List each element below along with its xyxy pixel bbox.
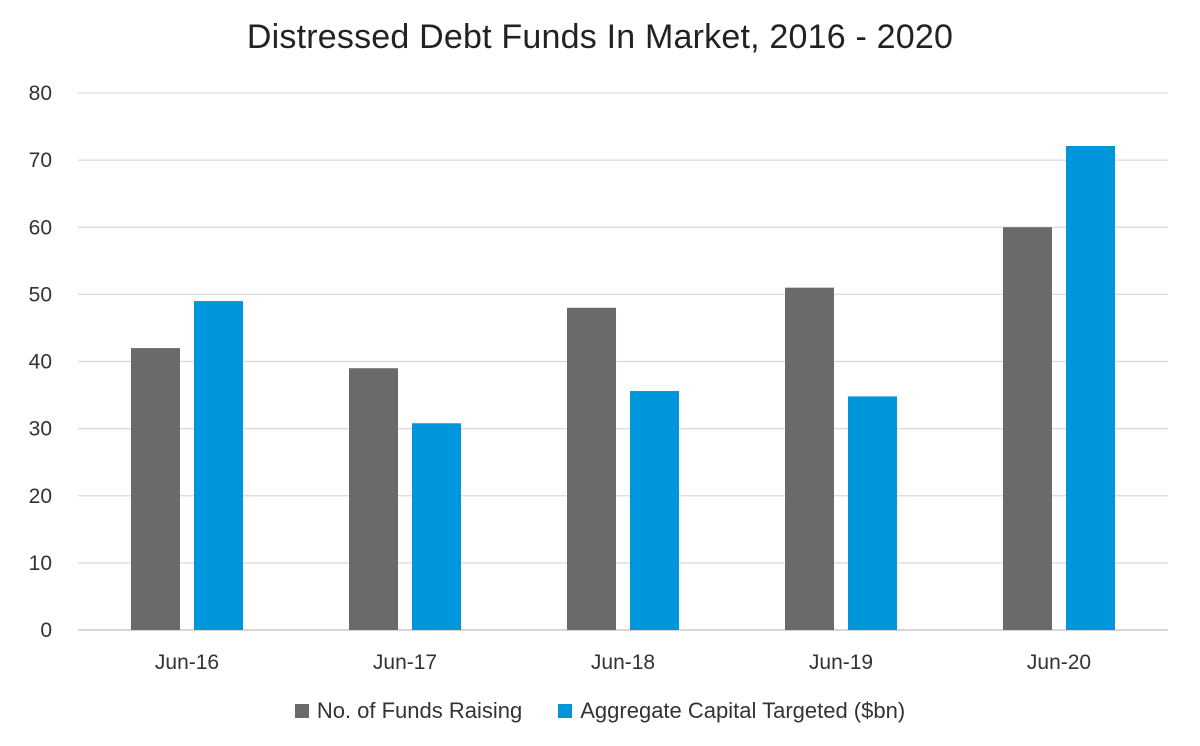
x-tick-label: Jun-16: [155, 651, 219, 674]
legend: No. of Funds Raising Aggregate Capital T…: [0, 698, 1200, 724]
legend-item-funds-raising: No. of Funds Raising: [294, 698, 523, 724]
bar-capital-targeted: [1066, 146, 1115, 630]
x-tick-label: Jun-18: [591, 651, 655, 674]
y-tick-label: 20: [29, 485, 52, 508]
legend-item-capital-targeted: Aggregate Capital Targeted ($bn): [558, 698, 905, 724]
bar-capital-targeted: [412, 423, 461, 630]
y-tick-label: 60: [29, 216, 52, 239]
bar-funds-raising: [567, 307, 616, 630]
gridlines: [78, 92, 1168, 631]
bar-capital-targeted: [848, 396, 897, 630]
bar-funds-raising: [131, 348, 180, 630]
bar-funds-raising: [785, 287, 834, 630]
legend-label-capital-targeted: Aggregate Capital Targeted ($bn): [580, 698, 906, 723]
x-tick-label: Jun-17: [373, 651, 437, 674]
y-tick-label: 30: [29, 418, 52, 441]
bar-capital-targeted: [630, 391, 679, 630]
legend-label-funds-raising: No. of Funds Raising: [316, 698, 523, 723]
x-axis-ticks: Jun-16 Jun-17 Jun-18 Jun-19 Jun-20: [155, 651, 1091, 674]
bar-funds-raising: [1003, 227, 1052, 630]
bar-capital-targeted: [194, 301, 243, 630]
y-tick-label: 40: [29, 351, 52, 374]
x-tick-label: Jun-20: [1027, 651, 1091, 674]
y-tick-label: 70: [29, 149, 52, 172]
bars: [131, 146, 1115, 630]
y-tick-label: 80: [29, 82, 52, 105]
x-tick-label: Jun-19: [809, 651, 873, 674]
y-axis-ticks: 0 10 20 30 40 50 60 70 80: [29, 82, 52, 642]
y-tick-label: 0: [40, 619, 52, 642]
chart-title: Distressed Debt Funds In Market, 2016 - …: [246, 18, 954, 56]
legend-swatch-funds-raising: [294, 704, 309, 718]
y-tick-label: 10: [29, 552, 52, 575]
bar-funds-raising: [349, 368, 398, 630]
legend-swatch-capital-targeted: [558, 704, 573, 718]
y-tick-label: 50: [29, 283, 52, 306]
